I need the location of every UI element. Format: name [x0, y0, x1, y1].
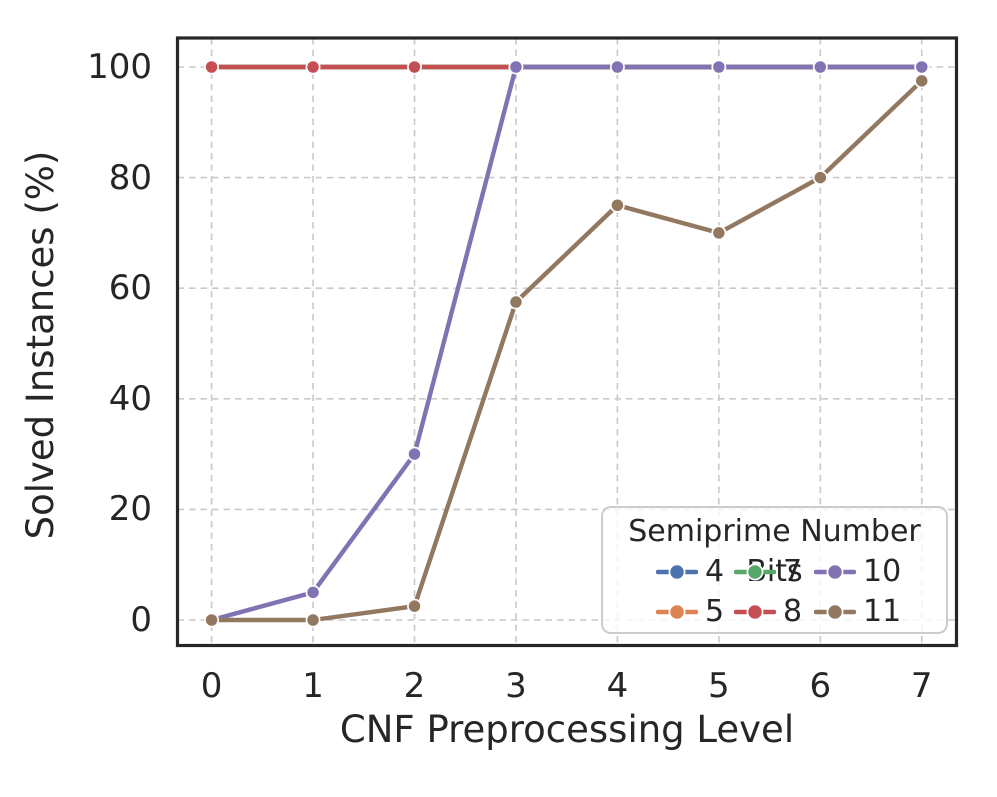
- legend-entry-11: 11: [814, 594, 946, 630]
- legend-entry-10: 10: [814, 554, 946, 590]
- legend-line-marker-icon: [734, 563, 776, 581]
- series-marker-11: [508, 294, 524, 310]
- series-marker-10: [812, 59, 828, 75]
- series-marker-10: [609, 59, 625, 75]
- y-axis-label: Solved Instances (%): [19, 150, 62, 540]
- series-marker-11: [407, 598, 422, 614]
- legend-marker-sample: [668, 563, 686, 581]
- y-tick-label: 60: [108, 268, 152, 309]
- legend-label: 10: [863, 554, 902, 589]
- series-marker-11: [204, 612, 220, 628]
- legend-entry-4: 4: [656, 554, 734, 590]
- legend-line-marker-icon: [656, 603, 698, 621]
- legend-line-marker-icon: [734, 603, 776, 621]
- legend-entry-7: 7: [734, 554, 814, 590]
- x-axis-label: CNF Preprocessing Level: [339, 708, 795, 751]
- legend-marker-sample: [746, 603, 764, 621]
- legend-line-marker-icon: [814, 603, 856, 621]
- legend-row: 5 8 11: [603, 592, 946, 632]
- legend-line-marker-icon: [656, 563, 698, 581]
- legend-title: Semiprime Number Bits: [628, 514, 921, 589]
- legend-label: 4: [705, 554, 725, 589]
- y-tick-label: 20: [108, 489, 152, 530]
- series-line-11: [209, 78, 924, 623]
- legend-marker-sample: [826, 563, 844, 581]
- legend-row: 4 7 10: [603, 552, 946, 592]
- legend-label: 8: [783, 594, 803, 629]
- series-marker-10: [711, 59, 727, 75]
- series-marker-11: [914, 73, 930, 89]
- series-marker-10: [305, 584, 321, 600]
- data-series: [204, 59, 930, 628]
- series-marker-8: [204, 59, 220, 75]
- series-marker-8: [407, 59, 422, 75]
- legend-label: 11: [863, 594, 902, 629]
- series-marker-11: [711, 225, 727, 241]
- y-tick-label: 40: [108, 378, 152, 419]
- y-tick-label: 100: [87, 47, 152, 87]
- legend-line-marker-icon: [814, 563, 856, 581]
- x-tick-label: 1: [302, 666, 324, 706]
- legend-marker-sample: [746, 563, 764, 581]
- legend-marker-sample: [826, 603, 844, 621]
- legend-entry-5: 5: [656, 594, 734, 630]
- series-marker-10: [914, 59, 930, 75]
- plot-border: [175, 36, 959, 648]
- series-marker-11: [609, 197, 625, 213]
- legend-entry-8: 8: [734, 594, 814, 630]
- y-tick-label: 0: [130, 600, 152, 640]
- legend-label: 7: [783, 554, 803, 589]
- series-marker-11: [305, 612, 321, 628]
- legend: Semiprime Number Bits 4 7 10 5 8 11: [601, 506, 948, 634]
- y-tick-label: 80: [108, 157, 152, 198]
- x-tick-label: 5: [708, 666, 730, 706]
- legend-label: 5: [705, 594, 725, 629]
- x-tick-label: 3: [505, 666, 527, 706]
- legend-entries: 4 7 10 5 8 11: [603, 552, 946, 632]
- series-marker-11: [812, 170, 828, 186]
- x-tick-label: 6: [809, 666, 832, 706]
- series-marker-10: [508, 59, 524, 75]
- legend-marker-sample: [668, 603, 686, 621]
- x-tick-label: 2: [403, 666, 426, 706]
- x-tick-label: 7: [910, 666, 933, 706]
- series-marker-8: [305, 59, 321, 75]
- x-tick-label: 4: [606, 666, 629, 706]
- x-tick-label: 0: [200, 666, 223, 706]
- series-marker-10: [407, 446, 422, 462]
- series-line-10: [209, 64, 924, 623]
